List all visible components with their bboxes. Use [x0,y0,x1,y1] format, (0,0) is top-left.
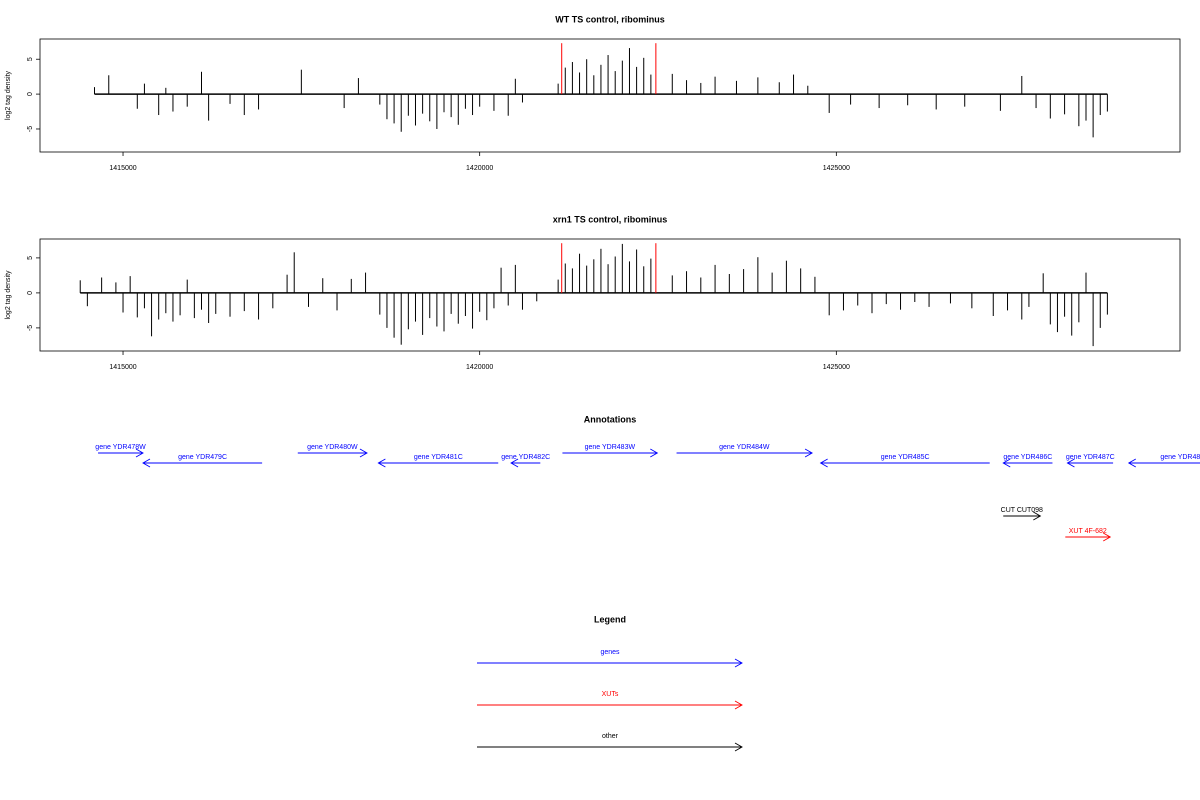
genes-label: gene YDR480W [307,444,358,451]
legend-arrow [477,742,743,752]
arrow [142,458,263,468]
x-tick-label: 1425000 [823,364,850,371]
legend-title: Legend [594,614,626,624]
arrow [98,448,144,458]
arrow [1066,458,1114,468]
arrow [1127,458,1200,468]
arrow [562,448,659,458]
genes-label: gene YDR481C [414,454,463,461]
arrow [377,458,499,468]
plot-frame [39,238,1181,352]
chart-title: xrn1 TS control, ribominus [553,214,668,224]
x-tick-label: 1415000 [109,364,136,371]
arrow [819,458,990,468]
annotations-title: Annotations [584,414,637,424]
genes-label: gene YDR478W [95,444,146,451]
arrow [1003,511,1042,521]
y-tick-label: 0 [27,92,34,96]
x-tick-label: 1425000 [823,165,850,172]
arrow [1002,458,1053,468]
arrow [510,458,541,468]
arrow [676,448,813,458]
y-tick-label: 0 [27,291,34,295]
other-label: CUT CUT098 [1001,507,1043,514]
legend-label: other [602,733,619,740]
genes-label: gene YDR487C [1066,454,1115,461]
plot-frame [39,38,1181,153]
legend-label: genes [600,649,620,656]
genes-label: gene YDR488C [1160,454,1200,461]
genes-label: gene YDR479C [178,454,227,461]
y-axis-label: log2 tag density [5,70,12,120]
x-tick-label: 1420000 [466,165,493,172]
genes-label: gene YDR482C [501,454,550,461]
genes-label: gene YDR485C [881,454,930,461]
y-axis-label: log2 tag density [5,270,12,320]
xuts-label: XUT 4F-682 [1069,528,1107,535]
chart-title: WT TS control, ribominus [555,14,665,24]
y-tick-label: 5 [27,57,34,61]
genes-label: gene YDR484W [719,444,770,451]
x-tick-label: 1415000 [109,165,136,172]
legend-label: XUTs [602,691,619,698]
legend-arrow [477,658,743,668]
y-tick-label: -5 [27,325,34,331]
arrow [1065,532,1112,542]
y-tick-label: -5 [27,126,34,132]
y-tick-label: 5 [27,256,34,260]
x-tick-label: 1420000 [466,364,493,371]
genes-label: gene YDR486C [1003,454,1052,461]
arrow [297,448,368,458]
legend-arrow [477,700,743,710]
genes-label: gene YDR483W [585,444,636,451]
